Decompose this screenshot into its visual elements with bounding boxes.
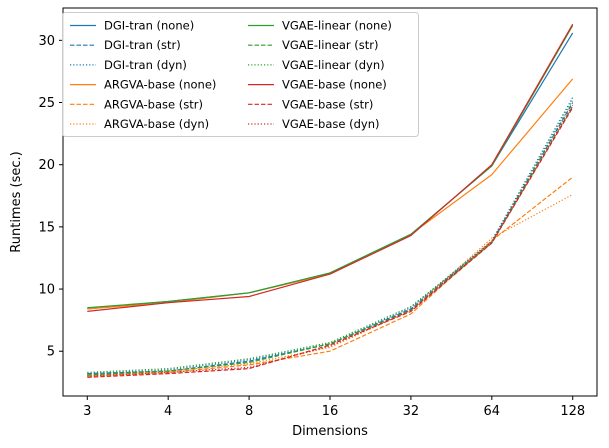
legend-entry: VGAE-base (dyn) (282, 117, 380, 131)
x-axis-label: Dimensions (292, 424, 368, 439)
legend-entry: ARGVA-base (str) (104, 97, 203, 111)
series-line-7 (87, 105, 574, 376)
series-line-10 (87, 107, 574, 378)
series-layer (87, 23, 574, 378)
y-tick-label: 5 (47, 345, 55, 360)
y-tick-label: 30 (38, 34, 55, 49)
x-tick-label: 32 (403, 404, 420, 419)
legend-entry: ARGVA-base (dyn) (104, 117, 209, 131)
ticks-layer: 3 4 8 16 32 64 128 5 10 15 20 25 30 (38, 34, 585, 419)
x-tick-label: 8 (245, 404, 253, 419)
x-tick-label: 16 (322, 404, 339, 419)
legend-entry: VGAE-linear (dyn) (282, 58, 385, 72)
series-line-6 (87, 25, 574, 309)
y-tick-label: 20 (38, 158, 55, 173)
legend-entry: DGI-tran (str) (104, 38, 181, 52)
series-line-8 (87, 99, 574, 373)
y-tick-label: 25 (38, 96, 55, 111)
legend-entry: VGAE-linear (str) (282, 38, 378, 52)
series-line-2 (87, 97, 574, 375)
legend: DGI-tran (none) DGI-tran (str) DGI-tran (d… (62, 12, 419, 137)
legend-entry: DGI-tran (dyn) (104, 58, 187, 72)
series-line-9 (87, 23, 574, 312)
series-line-5 (87, 193, 573, 376)
x-tick-label: 64 (484, 404, 501, 419)
x-tick-label: 128 (560, 404, 585, 419)
legend-entry: VGAE-linear (none) (282, 19, 392, 33)
series-line-4 (87, 176, 574, 377)
legend-box (62, 12, 419, 137)
series-line-11 (87, 104, 574, 377)
legend-entry: VGAE-base (none) (282, 78, 387, 92)
legend-entry: DGI-tran (none) (104, 19, 194, 33)
series-line-1 (87, 102, 574, 375)
legend-entry: ARGVA-base (none) (104, 78, 216, 92)
x-tick-label: 3 (83, 404, 91, 419)
y-tick-label: 15 (38, 220, 55, 235)
y-axis-label: Runtimes (sec.) (9, 151, 24, 252)
x-tick-label: 4 (164, 404, 172, 419)
legend-entry: VGAE-base (str) (282, 97, 373, 111)
y-tick-label: 10 (38, 283, 55, 298)
